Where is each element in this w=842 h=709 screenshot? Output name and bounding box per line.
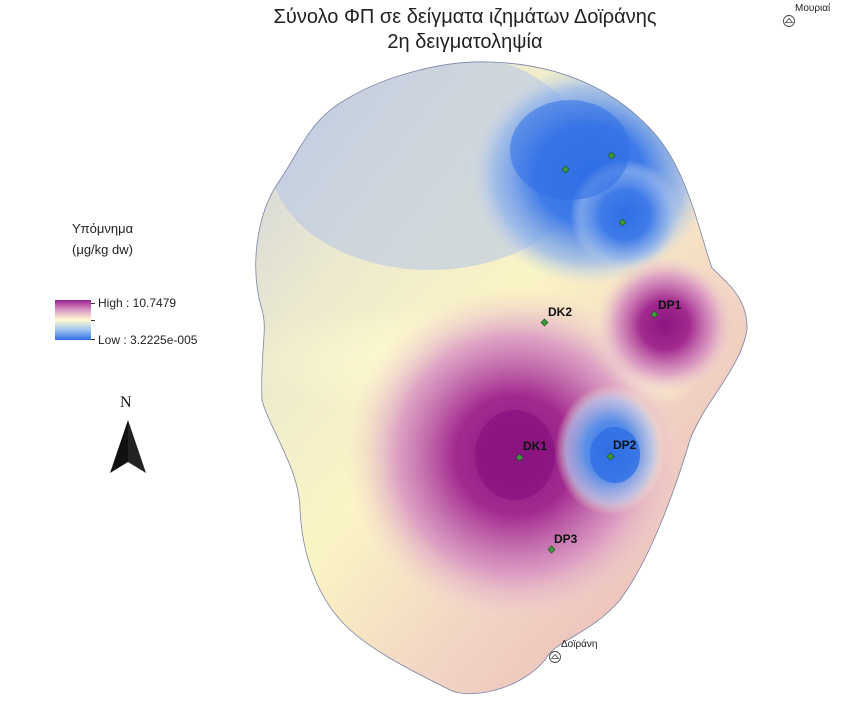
north-arrow-icon	[110, 420, 146, 473]
town-label-doirani: Δοϊράνη	[561, 638, 598, 650]
sample-point-unlabeled[interactable]	[561, 165, 570, 174]
sample-point-unlabeled[interactable]	[607, 151, 616, 160]
sample-label-dk1: DK1	[523, 439, 547, 453]
sample-point-unlabeled[interactable]	[618, 218, 627, 227]
sample-label-dk2: DK2	[548, 305, 572, 319]
town-icon-mouriai[interactable]	[783, 15, 795, 27]
sample-point-dp3[interactable]	[547, 545, 556, 554]
sample-point-dp2[interactable]	[606, 452, 615, 461]
map-subtitle: 2η δειγματοληψία	[387, 31, 543, 53]
sample-label-dp3: DP3	[554, 532, 578, 546]
town-icon-doirani[interactable]	[549, 651, 561, 663]
legend-high-label: High : 10.7479	[98, 296, 177, 310]
legend-heading: Υπόμνημα	[72, 221, 134, 236]
legend-tick-mid	[91, 320, 95, 321]
legend-color-ramp	[55, 300, 91, 340]
town-label-mouriai: Μουριαί	[795, 2, 831, 14]
lake-boundary	[255, 61, 748, 695]
legend-tick-low	[91, 339, 95, 340]
sample-point-dk2[interactable]	[540, 318, 549, 327]
sample-label-dp1: DP1	[658, 298, 682, 312]
map-title: Σύνολο ΦΠ σε δείγματα ιζημάτων Δοϊράνης	[273, 6, 657, 28]
legend-tick-high	[91, 303, 95, 304]
legend-unit: (μg/kg dw)	[72, 242, 133, 257]
sample-point-dk1[interactable]	[515, 453, 524, 462]
sample-point-dp1[interactable]	[650, 310, 659, 319]
interpolation-surface	[255, 61, 748, 694]
north-label: N	[120, 394, 132, 411]
sample-label-dp2: DP2	[613, 438, 637, 452]
legend-low-label: Low : 3.2225e-005	[98, 333, 198, 347]
